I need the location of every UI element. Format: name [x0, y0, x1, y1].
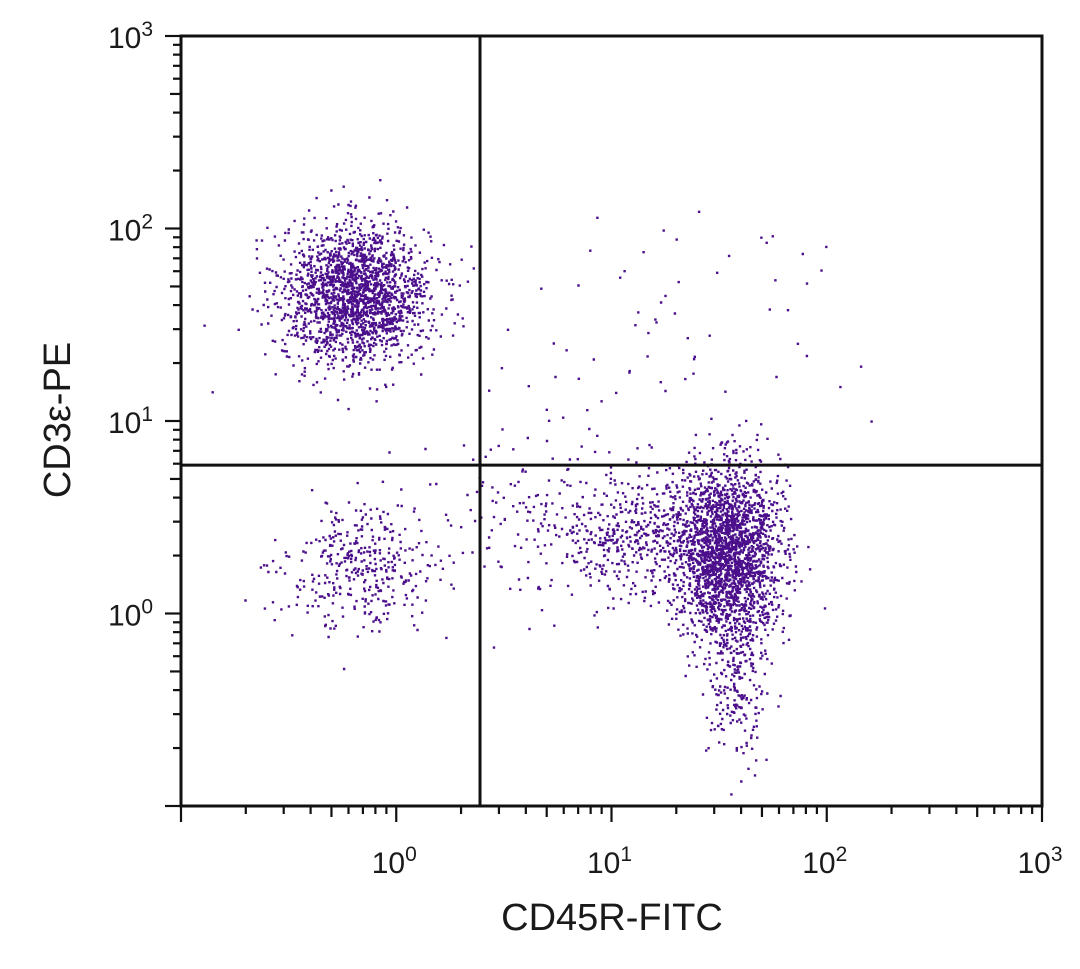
y-tick-label: 102 [108, 211, 153, 248]
event-dots [203, 179, 873, 796]
plot-frame [179, 34, 1044, 808]
tick-labels: 100 101 102 103 100 101 102 103 [108, 18, 1063, 880]
x-axis-title: CD45R-FITC [501, 897, 723, 939]
x-tick-label: 103 [1017, 843, 1062, 880]
y-axis-title: CD3ε-PE [37, 342, 79, 498]
y-tick-label: 103 [108, 18, 153, 55]
x-tick-label: 101 [587, 843, 632, 880]
axes [165, 34, 1044, 822]
y-tick-label: 101 [108, 403, 153, 440]
x-tick-label: 100 [372, 843, 417, 880]
scatter-points [203, 179, 873, 796]
x-tick-label: 102 [802, 843, 847, 880]
quadrant-gate [181, 36, 1042, 806]
y-tick-label: 100 [108, 596, 153, 633]
